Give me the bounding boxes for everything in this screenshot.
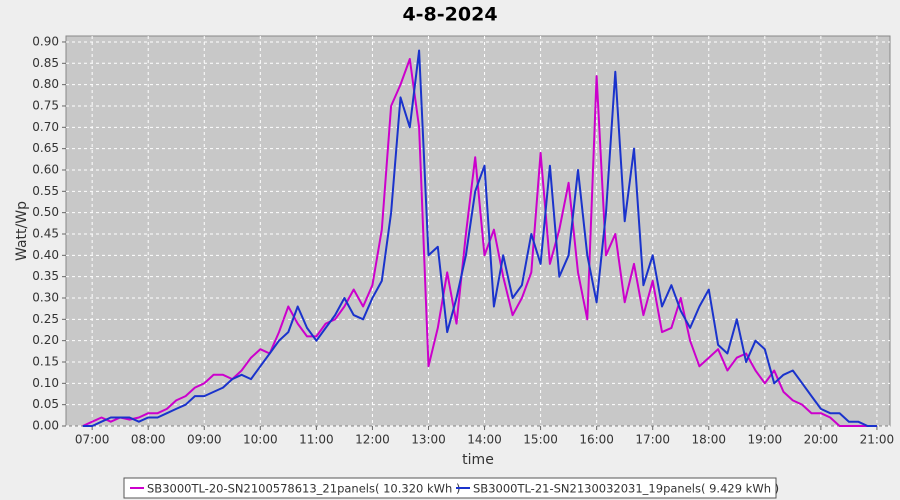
chart-title: 4-8-2024	[402, 4, 497, 26]
x-tick-label: 08:00	[131, 433, 166, 447]
y-tick-label: 0.25	[32, 312, 59, 326]
x-tick-label: 21:00	[860, 433, 895, 447]
y-tick-label: 0.15	[32, 354, 59, 368]
y-tick-label: 0.10	[32, 376, 59, 390]
y-tick-label: 0.35	[32, 269, 59, 283]
y-tick-label: 0.70	[32, 120, 59, 134]
y-tick-label: 0.65	[32, 141, 59, 155]
y-tick-label: 0.80	[32, 77, 59, 91]
x-tick-label: 19:00	[748, 433, 783, 447]
legend	[123, 477, 777, 499]
x-tick-label: 09:00	[187, 433, 222, 447]
legend-label: SB3000TL-21-SN2130032031_19panels( 9.429…	[473, 482, 779, 496]
y-tick-label: 0.30	[32, 290, 59, 304]
y-tick-label: 0.05	[32, 397, 59, 411]
legend-label: SB3000TL-20-SN2100578613_21panels( 10.32…	[147, 482, 460, 496]
y-tick-label: 0.85	[32, 56, 59, 70]
y-tick-label: 0.45	[32, 226, 59, 240]
y-tick-label: 0.40	[32, 248, 59, 262]
x-tick-label: 15:00	[523, 433, 558, 447]
x-tick-label: 07:00	[75, 433, 110, 447]
y-tick-label: 0.75	[32, 98, 59, 112]
x-tick-label: 13:00	[411, 433, 446, 447]
y-axis-label: Watt/Wp	[14, 201, 30, 261]
x-tick-label: 14:00	[467, 433, 502, 447]
y-tick-label: 0.90	[32, 34, 59, 48]
plot-area	[65, 35, 891, 427]
y-tick-label: 0.55	[32, 184, 59, 198]
y-tick-label: 0.60	[32, 162, 59, 176]
x-tick-label: 10:00	[243, 433, 278, 447]
y-tick-label: 0.20	[32, 333, 59, 347]
x-tick-label: 20:00	[804, 433, 839, 447]
x-tick-label: 12:00	[355, 433, 390, 447]
series-line	[82, 49, 877, 427]
y-tick-label: 0.50	[32, 205, 59, 219]
x-tick-label: 16:00	[579, 433, 614, 447]
x-tick-label: 18:00	[691, 433, 726, 447]
x-tick-label: 17:00	[635, 433, 670, 447]
y-tick-label: 0.00	[32, 419, 59, 433]
x-tick-label: 11:00	[299, 433, 334, 447]
x-axis-label: time	[462, 452, 494, 468]
